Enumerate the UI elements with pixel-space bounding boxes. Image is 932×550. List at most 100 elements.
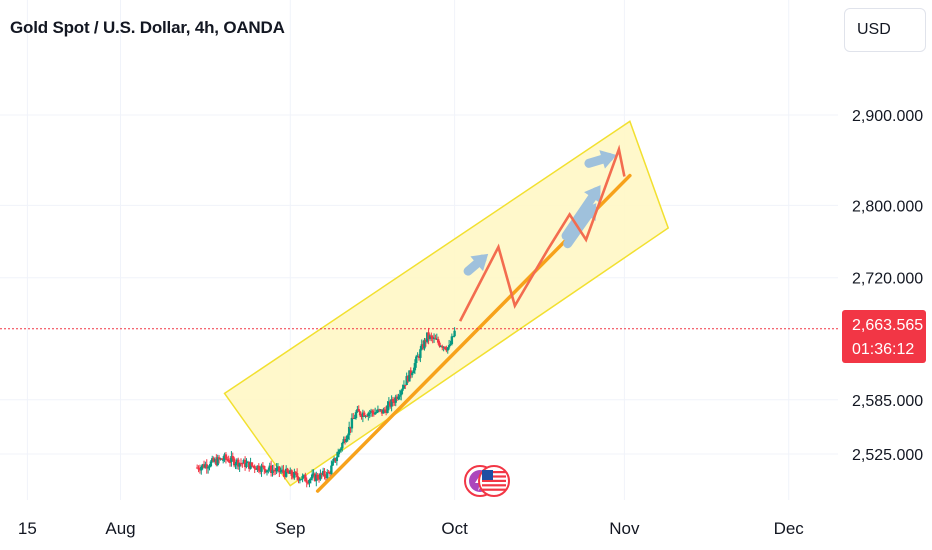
candle-body (275, 468, 278, 472)
candle-body (276, 466, 280, 469)
candle-body (386, 405, 389, 413)
candle-body (256, 465, 259, 470)
candle-body (442, 346, 445, 348)
projection-arrow-head (599, 150, 617, 169)
candle-body (195, 467, 199, 469)
candle-body (228, 461, 232, 463)
x-tick-label: Oct (441, 519, 468, 538)
candle-body (282, 469, 285, 473)
candle-body (302, 474, 306, 476)
candle-body (330, 465, 333, 475)
candle-body (387, 401, 391, 406)
candle-body (393, 402, 396, 404)
symbol-title[interactable]: Gold Spot / U.S. Dollar, 4h, OANDA (10, 18, 285, 37)
candle-body (427, 332, 430, 339)
candle-body (383, 409, 386, 411)
candle-body (395, 396, 399, 399)
projection-arrow (561, 187, 601, 241)
gridlines (0, 0, 838, 500)
event-markers[interactable] (464, 465, 510, 497)
candle-body (268, 465, 271, 470)
bar-countdown: 01:36:12 (852, 341, 914, 358)
candle-body (283, 472, 287, 477)
candle-body (356, 409, 359, 413)
candle-body (367, 413, 370, 417)
candle-body (343, 439, 347, 443)
candle-body (328, 472, 332, 475)
candle-body (267, 469, 270, 471)
candle-body (378, 409, 381, 411)
candle-body (223, 454, 226, 460)
candle-body (209, 461, 213, 467)
candle-body (430, 335, 433, 337)
candle-body (258, 470, 262, 472)
candle-body (305, 481, 308, 483)
price-axis[interactable]: 2,525.000 2,585.000 2,720.000 2,800.000 2,90… (852, 108, 923, 464)
candle-body (358, 411, 362, 416)
channel-drawing[interactable] (223, 120, 670, 487)
candle-body (394, 396, 397, 403)
candle-body (286, 468, 289, 473)
candle-body (453, 330, 456, 337)
candle-body (379, 409, 382, 411)
candle-body (238, 463, 241, 467)
time-axis[interactable]: 15 Aug Sep Oct Nov Dec (18, 519, 804, 538)
candle-body (215, 459, 218, 466)
y-tick-label: 2,585.000 (852, 393, 923, 410)
projection-zigzag[interactable] (458, 144, 626, 322)
projection-drawing[interactable] (458, 144, 626, 322)
candle-body (331, 461, 334, 466)
candle-body (335, 457, 339, 462)
candle-body (415, 356, 418, 364)
candle-body (434, 337, 437, 340)
candle-body (426, 332, 429, 342)
candle-body (397, 396, 400, 399)
candle-body (257, 465, 260, 471)
candle-body (246, 461, 250, 463)
x-tick-label: Sep (275, 519, 305, 538)
candle-body (202, 464, 206, 468)
candle-body (235, 459, 239, 464)
candle-body (241, 463, 244, 465)
candle-body (446, 347, 449, 351)
candle-body (452, 336, 455, 338)
last-price-tag: 2,663.565 01:36:12 (842, 310, 926, 363)
projection-arrow-head (579, 203, 597, 222)
candle-body (432, 337, 436, 339)
candle-body (449, 344, 452, 346)
candle-body (439, 346, 443, 348)
candle-body (227, 459, 230, 462)
candle-body (443, 346, 447, 349)
candle-body (297, 477, 300, 481)
candle-body (211, 458, 214, 462)
candle-body (417, 356, 421, 358)
candle-body (269, 465, 273, 473)
candle-body (376, 409, 380, 412)
candle-body (334, 458, 337, 462)
us-flag-icon[interactable] (478, 465, 510, 497)
x-tick-label: Dec (774, 519, 805, 538)
candle-body (350, 417, 354, 429)
candle-body (445, 348, 448, 351)
candle-body (249, 462, 252, 469)
candle-body (213, 459, 217, 462)
candle-body (294, 471, 297, 474)
candle-body (341, 442, 344, 449)
candle-body (319, 473, 322, 480)
candle-body (298, 479, 302, 481)
candle-body (339, 448, 343, 450)
candle-body (413, 363, 417, 371)
candle-body (363, 412, 366, 417)
candle-body (287, 472, 291, 474)
rising-channel[interactable] (223, 120, 670, 487)
candle-body (301, 475, 304, 480)
candle-body (419, 349, 422, 358)
x-tick-label: Aug (105, 519, 135, 538)
candle-body (197, 467, 200, 470)
last-price-value: 2,663.565 (852, 317, 923, 334)
candle-body (317, 478, 321, 480)
candle-body (316, 474, 319, 479)
currency-button[interactable]: USD (844, 8, 926, 52)
candle-body (295, 473, 299, 478)
